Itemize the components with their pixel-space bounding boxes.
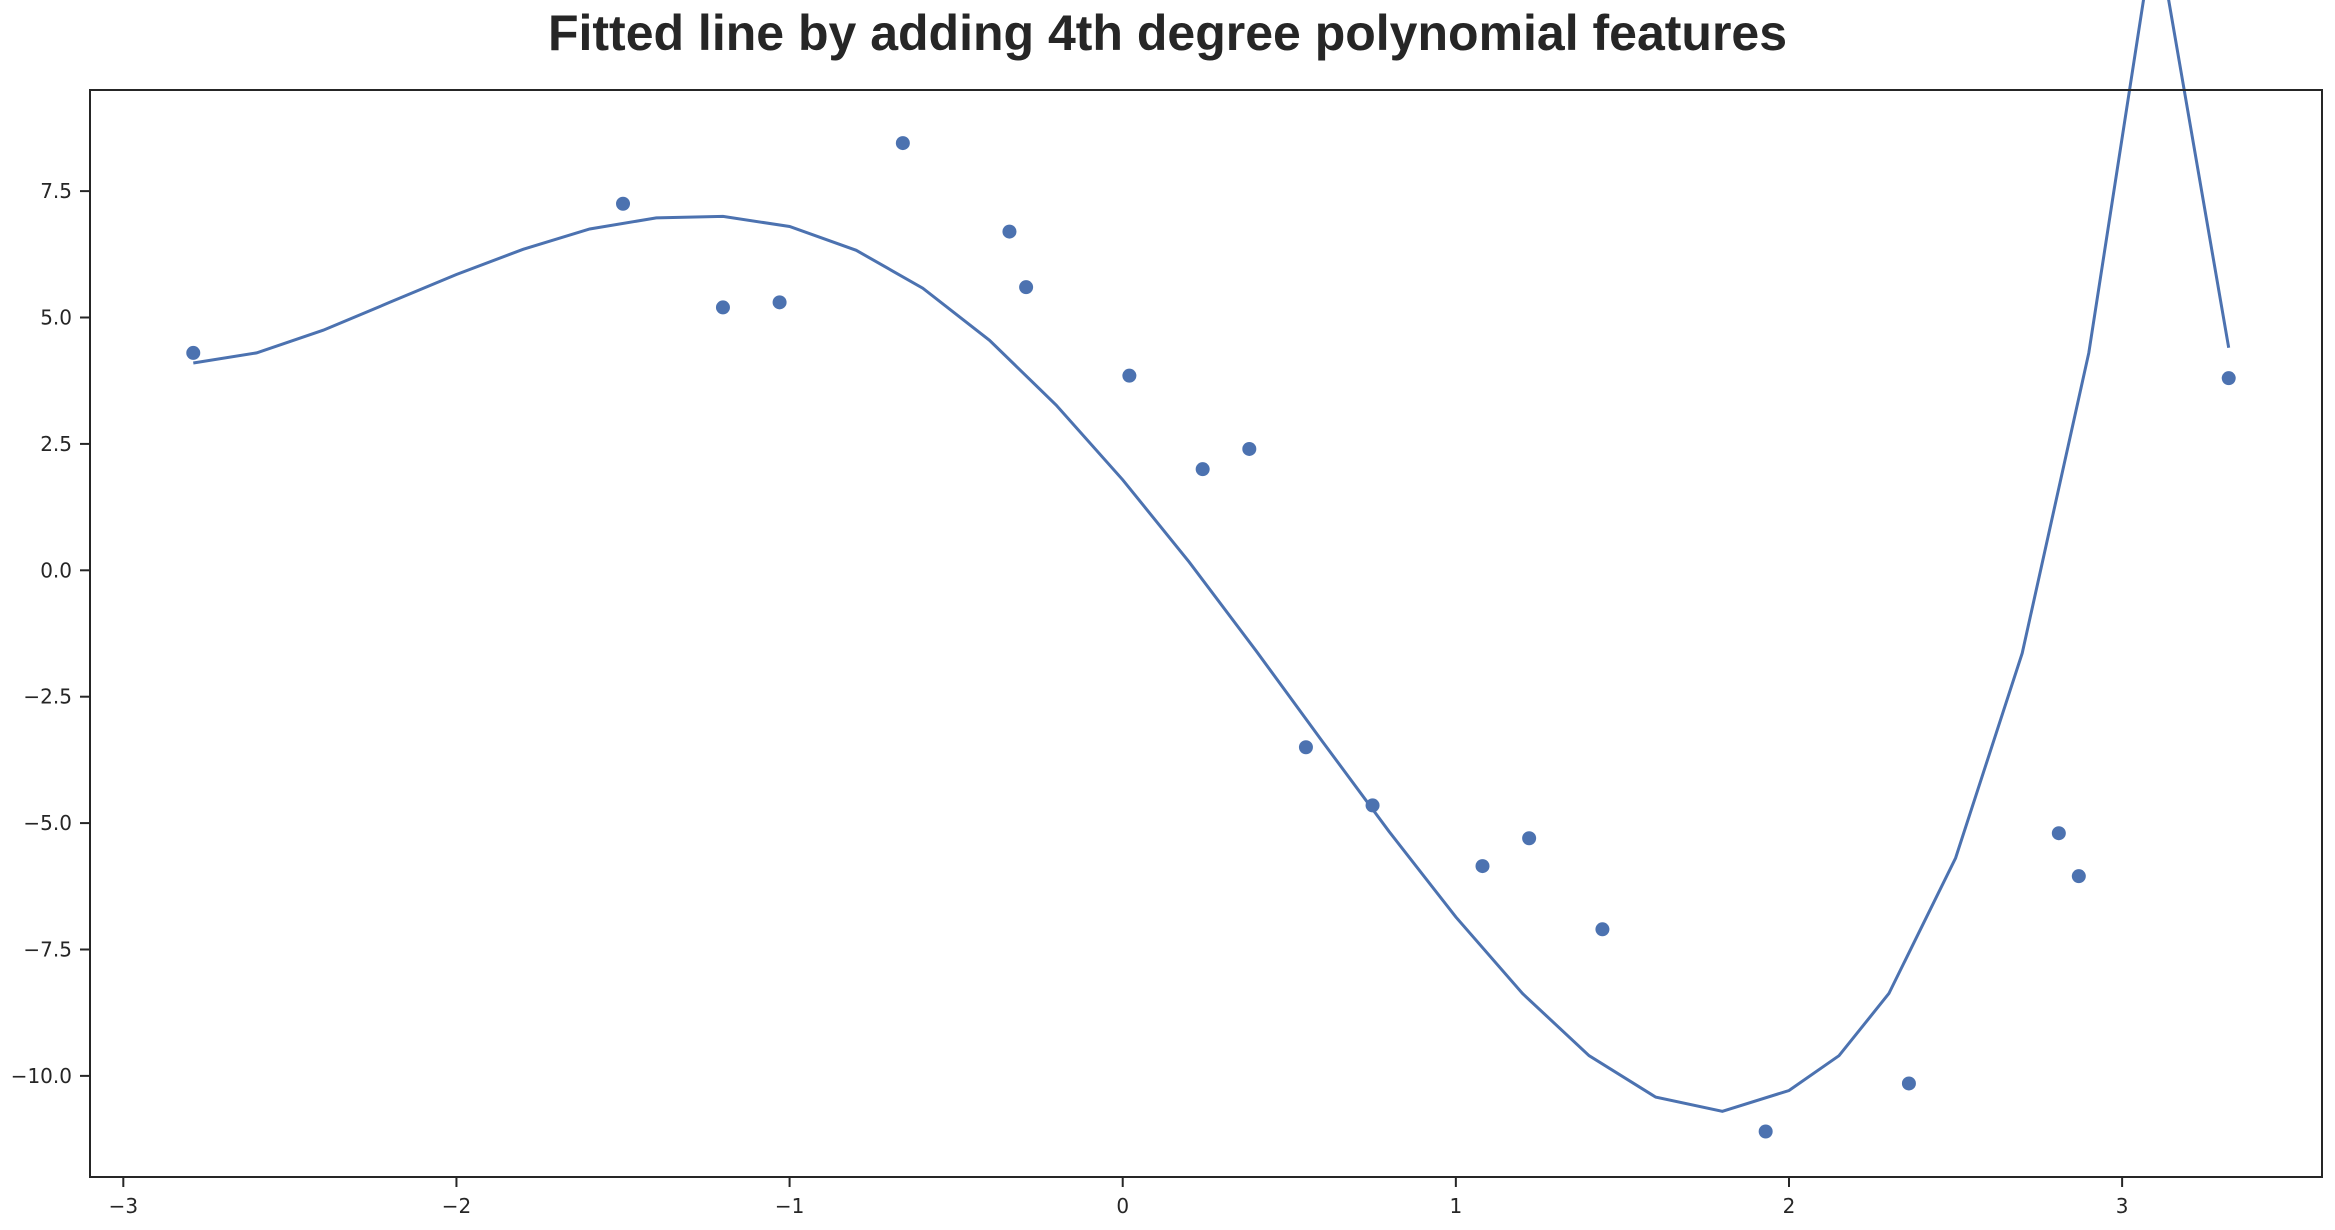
y-tick-label: −2.5 bbox=[23, 685, 72, 709]
y-tick-label: 2.5 bbox=[40, 432, 72, 456]
x-tick-label: −1 bbox=[775, 1194, 804, 1218]
x-axis: −3 −2 −1 0 1 2 3 bbox=[109, 1177, 2129, 1218]
data-point bbox=[616, 196, 631, 211]
data-point bbox=[2051, 826, 2066, 841]
data-point bbox=[1758, 1124, 1773, 1139]
data-point bbox=[1365, 798, 1380, 813]
y-tick-label: −5.0 bbox=[23, 811, 72, 835]
data-point bbox=[1901, 1076, 1916, 1091]
y-tick-label: −7.5 bbox=[23, 937, 72, 961]
y-tick-label: 7.5 bbox=[40, 179, 72, 203]
data-point bbox=[2071, 869, 2086, 884]
x-tick-label: 2 bbox=[1783, 1194, 1796, 1218]
fitted-curve-layer bbox=[193, 0, 2231, 1113]
data-point bbox=[1195, 462, 1210, 477]
data-point bbox=[715, 300, 730, 315]
data-points-layer bbox=[186, 136, 2236, 1139]
data-point bbox=[1475, 859, 1490, 874]
data-point bbox=[1242, 441, 1257, 456]
data-point bbox=[1019, 280, 1034, 295]
data-point bbox=[1122, 368, 1137, 383]
fitted-curve bbox=[193, 0, 2231, 1113]
plot-frame bbox=[89, 89, 2323, 1178]
x-tick-label: 3 bbox=[2116, 1194, 2129, 1218]
y-tick-label: 0.0 bbox=[40, 558, 72, 582]
y-tick-label: −10.0 bbox=[11, 1064, 72, 1088]
data-point bbox=[1522, 831, 1537, 846]
data-point bbox=[1298, 740, 1313, 755]
data-point bbox=[895, 136, 910, 151]
chart-title: Fitted line by adding 4th degree polynom… bbox=[547, 5, 1788, 61]
data-point bbox=[186, 345, 201, 360]
x-tick-label: 1 bbox=[1449, 1194, 1462, 1218]
x-tick-label: −3 bbox=[109, 1194, 138, 1218]
x-tick-label: 0 bbox=[1116, 1194, 1129, 1218]
data-point bbox=[1002, 224, 1017, 239]
y-tick-label: 5.0 bbox=[40, 306, 72, 330]
x-tick-label: −2 bbox=[442, 1194, 471, 1218]
data-point bbox=[772, 295, 787, 310]
data-point bbox=[2221, 371, 2236, 386]
y-axis: 7.5 5.0 2.5 0.0 −2.5 −5.0 −7.5 −10.0 bbox=[11, 179, 90, 1088]
data-point bbox=[1595, 922, 1610, 937]
